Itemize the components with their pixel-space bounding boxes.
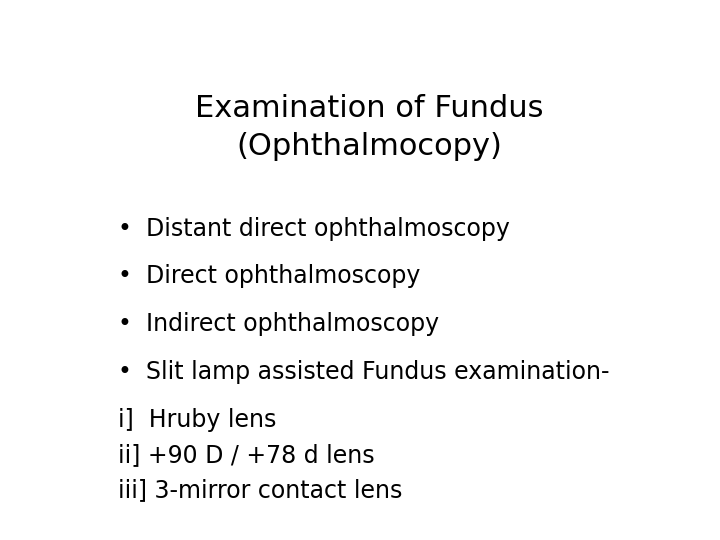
Text: i]  Hruby lens: i] Hruby lens — [118, 408, 276, 432]
Text: iii] 3-mirror contact lens: iii] 3-mirror contact lens — [118, 478, 402, 503]
Text: Direct ophthalmoscopy: Direct ophthalmoscopy — [145, 265, 420, 288]
Text: •: • — [118, 217, 132, 240]
Text: ii] +90 D / +78 d lens: ii] +90 D / +78 d lens — [118, 443, 374, 467]
Text: Slit lamp assisted Fundus examination-: Slit lamp assisted Fundus examination- — [145, 360, 609, 384]
Text: •: • — [118, 360, 132, 384]
Text: Examination of Fundus
(Ophthalmocopy): Examination of Fundus (Ophthalmocopy) — [194, 94, 544, 161]
Text: •: • — [118, 265, 132, 288]
Text: •: • — [118, 312, 132, 336]
Text: Indirect ophthalmoscopy: Indirect ophthalmoscopy — [145, 312, 439, 336]
Text: Distant direct ophthalmoscopy: Distant direct ophthalmoscopy — [145, 217, 510, 240]
